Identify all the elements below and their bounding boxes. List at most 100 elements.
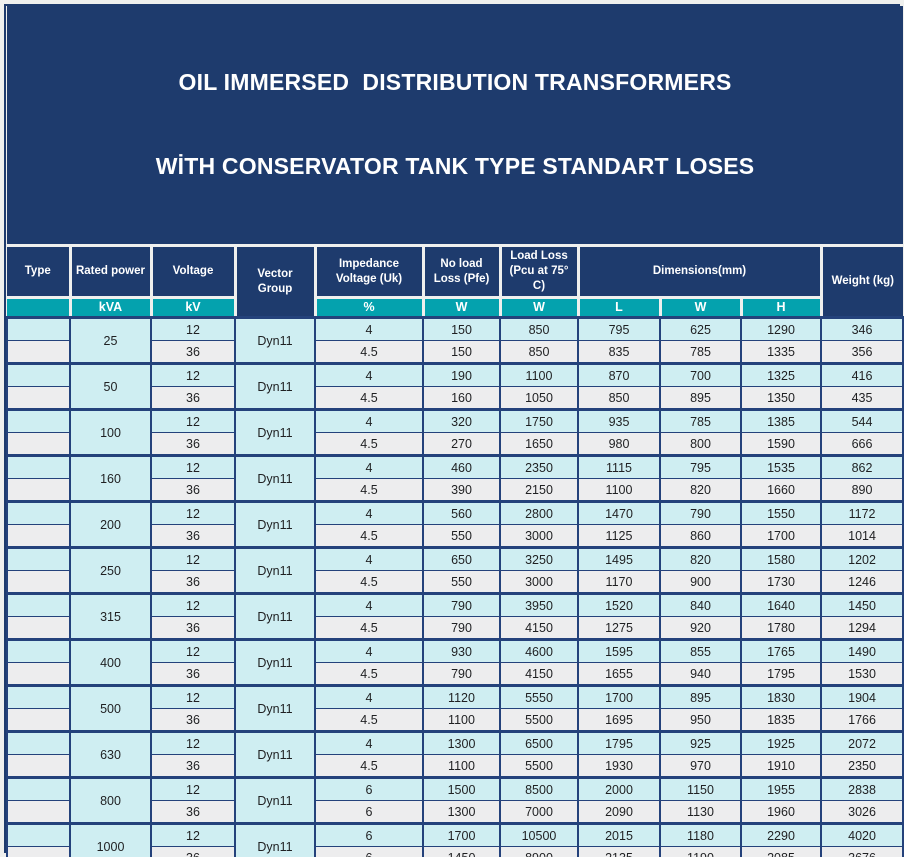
impedance-cell: 4: [314, 316, 424, 342]
unit-w-pfe: W: [421, 296, 502, 320]
dimension-h-cell: 2085: [740, 846, 822, 857]
type-cell: [6, 800, 71, 825]
dimension-l-cell: 935: [577, 408, 661, 434]
dimension-h-cell: 1780: [740, 616, 822, 641]
dimension-w-cell: 820: [659, 546, 742, 572]
impedance-cell: 4.5: [314, 386, 424, 411]
type-cell: [6, 524, 71, 549]
dimension-h-cell: 1765: [740, 638, 822, 664]
dimension-h-cell: 1590: [740, 432, 822, 457]
dimension-l-cell: 1695: [577, 708, 661, 733]
vector-group-cell: Dyn11: [234, 316, 316, 365]
vector-group-cell: Dyn11: [234, 730, 316, 779]
voltage-cell: 36: [150, 846, 236, 857]
dimension-h-cell: 1325: [740, 362, 822, 388]
dimension-h-cell: 2290: [740, 822, 822, 848]
voltage-cell: 36: [150, 708, 236, 733]
weight-cell: 890: [819, 478, 904, 503]
weight-cell: 1014: [819, 524, 904, 549]
dimension-h-cell: 1350: [740, 386, 822, 411]
type-cell: [6, 662, 71, 687]
type-cell: [6, 316, 71, 342]
no-load-loss-cell: 150: [422, 340, 501, 365]
unit-kv: kV: [149, 296, 237, 320]
dimension-l-cell: 1115: [577, 454, 661, 480]
voltage-cell: 12: [150, 776, 236, 802]
voltage-cell: 36: [150, 616, 236, 641]
table-row: 36 4.5 270 1650 980 800 1590 666: [6, 432, 904, 457]
no-load-loss-cell: 270: [422, 432, 501, 457]
table-row: 250 12 Dyn11 4 650 3250 1495 820 1580 1202: [6, 546, 904, 595]
col-header-voltage: Voltage: [149, 244, 237, 300]
weight-cell: 4020: [819, 822, 904, 848]
dimension-w-cell: 920: [659, 616, 742, 641]
dimension-h-cell: 1835: [740, 708, 822, 733]
load-loss-cell: 4600: [499, 638, 579, 664]
type-cell: [6, 454, 71, 480]
unit-dim-h: H: [739, 296, 823, 320]
dimension-w-cell: 950: [659, 708, 742, 733]
load-loss-cell: 1100: [499, 362, 579, 388]
dimension-w-cell: 895: [659, 386, 742, 411]
vector-group-cell: Dyn11: [234, 546, 316, 595]
no-load-loss-cell: 1100: [422, 754, 501, 779]
weight-cell: 1202: [819, 546, 904, 572]
vector-group-cell: Dyn11: [234, 500, 316, 549]
dimension-h-cell: 1385: [740, 408, 822, 434]
no-load-loss-cell: 1120: [422, 684, 501, 710]
voltage-cell: 36: [150, 386, 236, 411]
dimension-h-cell: 1535: [740, 454, 822, 480]
dimension-h-cell: 1955: [740, 776, 822, 802]
dimension-h-cell: 1550: [740, 500, 822, 526]
dimension-l-cell: 1125: [577, 524, 661, 549]
title-line-2: WİTH CONSERVATOR TANK TYPE STANDART LOSE…: [155, 153, 755, 180]
impedance-cell: 4.5: [314, 662, 424, 687]
dimension-h-cell: 1660: [740, 478, 822, 503]
type-cell: [6, 730, 71, 756]
table-row: 36 4.5 150 850 835 785 1335 356: [6, 340, 904, 365]
impedance-cell: 4.5: [314, 524, 424, 549]
load-loss-cell: 8500: [499, 776, 579, 802]
dimension-l-cell: 850: [577, 386, 661, 411]
table-row: 160 12 Dyn11 4 460 2350 1115 795 1535 862: [6, 454, 904, 503]
voltage-cell: 12: [150, 730, 236, 756]
impedance-cell: 4.5: [314, 570, 424, 595]
no-load-loss-cell: 790: [422, 616, 501, 641]
voltage-cell: 12: [150, 408, 236, 434]
type-cell: [6, 546, 71, 572]
col-header-impedance: Impedance Voltage (Uk): [313, 244, 425, 300]
dimension-l-cell: 1595: [577, 638, 661, 664]
dimension-h-cell: 1700: [740, 524, 822, 549]
dimension-h-cell: 1730: [740, 570, 822, 595]
load-loss-cell: 2800: [499, 500, 579, 526]
dimension-l-cell: 2015: [577, 822, 661, 848]
dimension-w-cell: 790: [659, 500, 742, 526]
impedance-cell: 4.5: [314, 340, 424, 365]
dimension-w-cell: 840: [659, 592, 742, 618]
type-cell: [6, 500, 71, 526]
impedance-cell: 4.5: [314, 708, 424, 733]
vector-group-cell: Dyn11: [234, 684, 316, 733]
impedance-cell: 4: [314, 592, 424, 618]
load-loss-cell: 3250: [499, 546, 579, 572]
no-load-loss-cell: 460: [422, 454, 501, 480]
weight-cell: 356: [819, 340, 904, 365]
dimension-h-cell: 1960: [740, 800, 822, 825]
dimension-l-cell: 2090: [577, 800, 661, 825]
dimension-w-cell: 940: [659, 662, 742, 687]
dimension-h-cell: 1795: [740, 662, 822, 687]
type-cell: [6, 708, 71, 733]
dimension-l-cell: 1520: [577, 592, 661, 618]
col-header-weight: Weight (kg): [819, 244, 904, 320]
title-row: OIL IMMERSED DISTRIBUTION TRANSFORMERS W…: [7, 6, 904, 248]
dimension-l-cell: 1700: [577, 684, 661, 710]
impedance-cell: 4.5: [314, 478, 424, 503]
load-loss-cell: 1750: [499, 408, 579, 434]
load-loss-cell: 3000: [499, 524, 579, 549]
no-load-loss-cell: 1100: [422, 708, 501, 733]
weight-cell: 544: [819, 408, 904, 434]
voltage-cell: 12: [150, 362, 236, 388]
dimension-l-cell: 2135: [577, 846, 661, 857]
impedance-cell: 4.5: [314, 754, 424, 779]
dimension-l-cell: 1795: [577, 730, 661, 756]
